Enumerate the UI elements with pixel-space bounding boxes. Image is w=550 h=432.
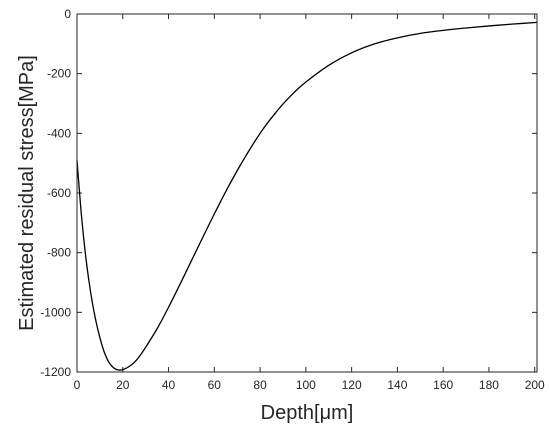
x-tick-label: 160	[433, 378, 453, 392]
x-tick-label: 20	[116, 378, 130, 392]
series-line	[76, 21, 538, 371]
y-tick-label: -600	[47, 186, 71, 200]
x-tick-label: 80	[253, 378, 267, 392]
y-tick-label: -200	[47, 67, 71, 81]
y-axis-label: Estimated residual stress[MPa]	[16, 55, 38, 331]
y-tick-label: 0	[64, 7, 71, 21]
x-tick-label: 60	[208, 378, 222, 392]
y-tick-label: -1000	[40, 305, 71, 319]
ticks-layer: 0 20 40 60 80 100 120 140 160 180 200 0 -200 -400 -600…	[40, 7, 545, 392]
y-tick-label: -1200	[40, 365, 71, 379]
plot-area	[77, 14, 537, 372]
x-axis-label: Depth[μm]	[261, 402, 354, 424]
x-tick-label: 180	[479, 378, 499, 392]
x-tick-label: 120	[342, 378, 362, 392]
x-tick-label: 40	[162, 378, 176, 392]
y-tick-label: -800	[47, 246, 71, 260]
x-tick-label: 140	[387, 378, 407, 392]
x-tick-label: 100	[296, 378, 316, 392]
plot-frame	[76, 13, 538, 373]
x-tick-label: 200	[525, 378, 545, 392]
x-tick-label: 0	[74, 378, 81, 392]
y-tick-label: -400	[47, 126, 71, 140]
